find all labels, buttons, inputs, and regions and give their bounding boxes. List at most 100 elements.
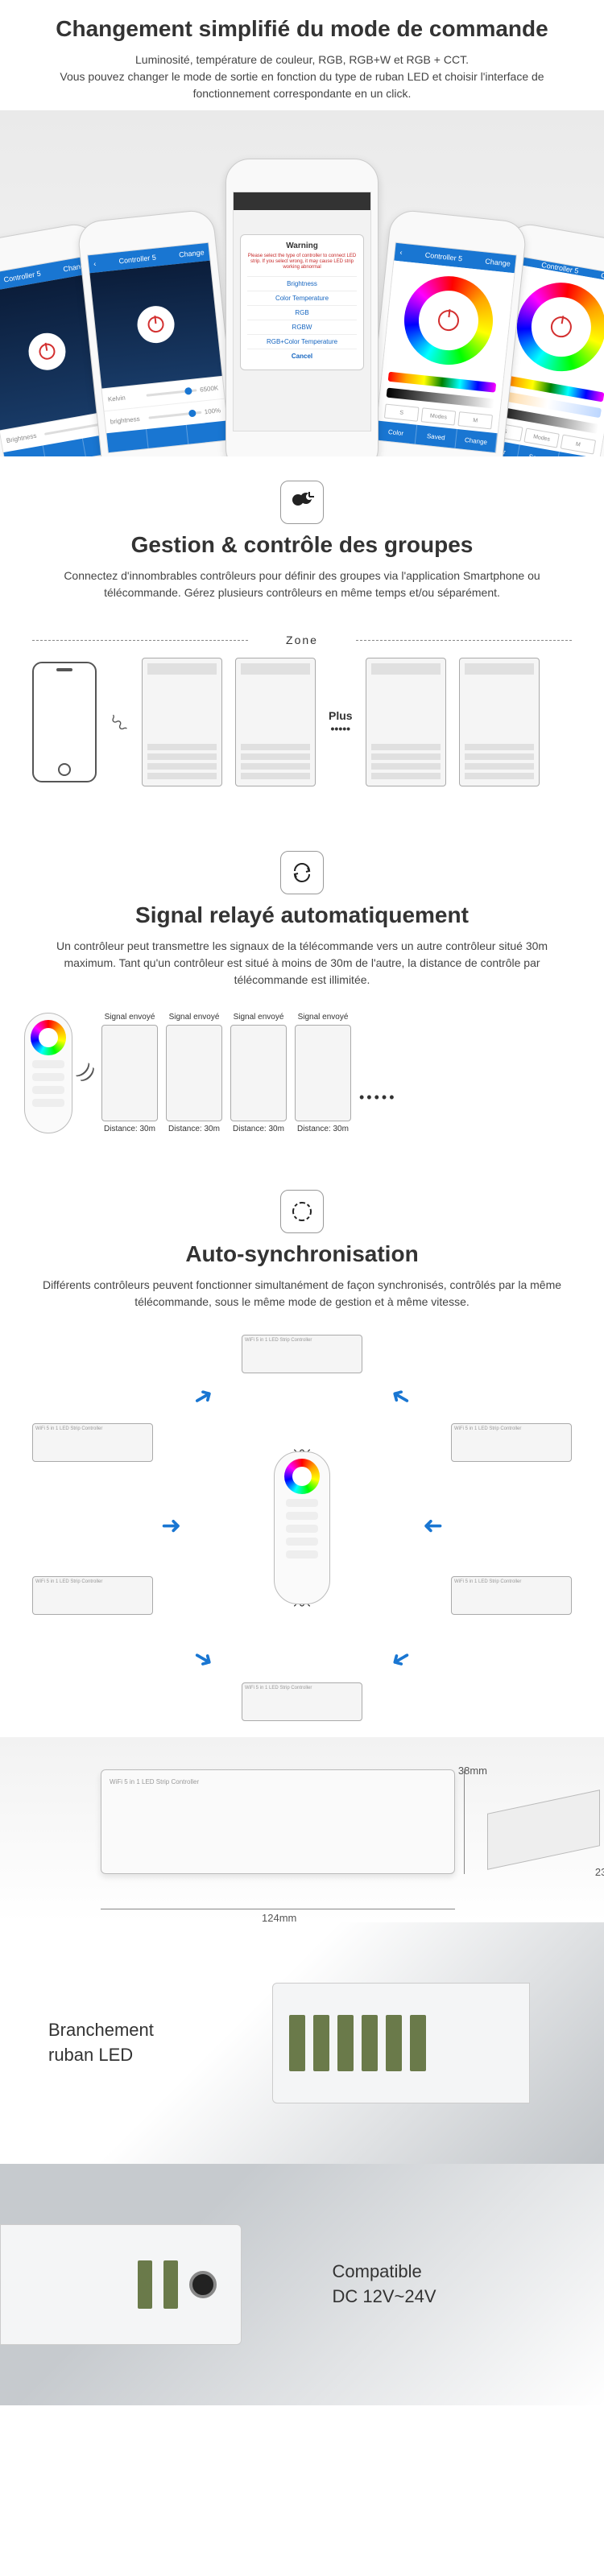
kelvin-value: 6500K bbox=[200, 384, 219, 393]
output-terminal bbox=[313, 2015, 329, 2071]
zone-label: Zone bbox=[32, 634, 572, 646]
brightness-label: Brightness bbox=[6, 431, 42, 445]
mode-modes[interactable]: Modes bbox=[421, 407, 457, 425]
back-chevron-icon[interactable]: ‹ bbox=[399, 248, 403, 256]
remote-control bbox=[24, 1013, 72, 1133]
warn-item-0[interactable]: Brightness bbox=[247, 276, 357, 291]
zone-diagram: Zone 〰 Plus ••••• bbox=[0, 609, 604, 827]
section-dimensions: WiFi 5 in 1 LED Strip Controller 124mm 3… bbox=[0, 1737, 604, 1922]
controller-box bbox=[101, 1025, 158, 1121]
controller-box bbox=[459, 658, 540, 786]
input-terminal bbox=[138, 2260, 152, 2309]
mode-modes[interactable]: Modes bbox=[523, 428, 559, 448]
tab-2[interactable] bbox=[147, 425, 188, 448]
phones-stage: ‹ Controller 5 Change Brightness bbox=[0, 110, 604, 456]
controller-box bbox=[142, 658, 222, 786]
wifi-icon: 〰 bbox=[102, 705, 136, 739]
section-dc-input: Compatible DC 12V~24V bbox=[0, 2164, 604, 2405]
ctrl-label: WiFi 5 in 1 LED Strip Controller bbox=[33, 1577, 152, 1587]
autosync-icon bbox=[280, 1190, 324, 1233]
section-led-ports: Branchement ruban LED bbox=[0, 1922, 604, 2164]
dim-width: 124mm bbox=[262, 1912, 296, 1924]
phone3-statusbar bbox=[234, 192, 370, 210]
arrow-icon: ➜ bbox=[423, 1512, 443, 1540]
arrow-icon: ➜ bbox=[161, 1512, 181, 1540]
remote-button bbox=[32, 1099, 64, 1107]
section1-header: Changement simplifié du mode de commande… bbox=[0, 0, 604, 110]
distance-label: Distance: 30m bbox=[297, 1125, 349, 1133]
tab-change[interactable]: Change bbox=[455, 429, 497, 452]
back-chevron-icon[interactable]: ‹ bbox=[93, 259, 97, 267]
remote-color-ring-icon bbox=[284, 1459, 320, 1494]
power-button[interactable] bbox=[135, 304, 176, 345]
controller-box: WiFi 5 in 1 LED Strip Controller bbox=[451, 1423, 572, 1462]
brightness2-value: 100% bbox=[204, 407, 221, 415]
topbar-title: Controller 5 bbox=[424, 251, 462, 263]
relay-unit: Signal envoyé Distance: 30m bbox=[295, 1013, 351, 1133]
device-output-side bbox=[272, 1983, 530, 2103]
arrow-icon: ➜ bbox=[385, 1380, 416, 1414]
controller-box: WiFi 5 in 1 LED Strip Controller bbox=[242, 1682, 362, 1721]
groups-icon bbox=[280, 481, 324, 524]
device-side-view bbox=[487, 1790, 600, 1870]
tab-1[interactable] bbox=[106, 429, 148, 452]
warn-cancel[interactable]: Cancel bbox=[247, 349, 357, 363]
section3-desc: Un contrôleur peut transmettre les signa… bbox=[24, 938, 580, 989]
dim-height: 38mm bbox=[458, 1765, 487, 1777]
signal-sent-label: Signal envoyé bbox=[169, 1013, 220, 1022]
topbar-change[interactable]: Change bbox=[179, 248, 205, 258]
warn-item-1[interactable]: Color Temperature bbox=[247, 291, 357, 305]
phone-2: ‹ Controller 5 Change Kelvin 6500K brigh… bbox=[77, 208, 242, 456]
ctrl-label: WiFi 5 in 1 LED Strip Controller bbox=[452, 1577, 571, 1587]
warn-item-4[interactable]: RGB+Color Temperature bbox=[247, 334, 357, 349]
tab-3[interactable] bbox=[187, 421, 229, 444]
remote-button bbox=[286, 1525, 318, 1533]
color-wheel[interactable] bbox=[510, 275, 604, 378]
remote-color-ring-icon bbox=[31, 1020, 66, 1055]
controller-box: WiFi 5 in 1 LED Strip Controller bbox=[32, 1576, 153, 1615]
tab-color[interactable]: Color bbox=[375, 421, 417, 444]
distance-label: Distance: 30m bbox=[104, 1125, 155, 1133]
controller-box bbox=[235, 658, 316, 786]
color-wheel[interactable] bbox=[400, 272, 498, 369]
mode-m[interactable]: M bbox=[561, 435, 596, 455]
relay-unit: Signal envoyé Distance: 30m bbox=[230, 1013, 287, 1133]
controller-box: WiFi 5 in 1 LED Strip Controller bbox=[451, 1576, 572, 1615]
dc-jack bbox=[189, 2271, 217, 2298]
phone2-night-bg bbox=[89, 261, 221, 389]
warning-title: Warning bbox=[247, 242, 357, 250]
power-button[interactable] bbox=[26, 330, 68, 373]
topbar-change[interactable]: Change bbox=[485, 257, 511, 267]
plus-text: Plus bbox=[329, 709, 353, 722]
controller-box bbox=[295, 1025, 351, 1121]
ctrl-label: WiFi 5 in 1 LED Strip Controller bbox=[242, 1683, 362, 1693]
remote-button bbox=[286, 1512, 318, 1520]
output-terminal bbox=[337, 2015, 354, 2071]
section4-title: Auto-synchronisation bbox=[24, 1241, 580, 1267]
power-icon bbox=[549, 315, 573, 339]
tab-saved[interactable]: Saved bbox=[416, 425, 457, 448]
output-terminal bbox=[289, 2015, 305, 2071]
dots-text: ••••• bbox=[359, 1041, 397, 1106]
relay-unit: Signal envoyé Distance: 30m bbox=[101, 1013, 158, 1133]
relay-icon bbox=[280, 851, 324, 894]
device-top-view: WiFi 5 in 1 LED Strip Controller bbox=[101, 1769, 455, 1874]
remote-button bbox=[286, 1538, 318, 1546]
mode-s[interactable]: S bbox=[384, 403, 420, 421]
warn-item-3[interactable]: RGBW bbox=[247, 320, 357, 334]
power-icon bbox=[437, 309, 461, 332]
relay-unit: Signal envoyé Distance: 30m bbox=[166, 1013, 222, 1133]
section2-desc: Connectez d'innombrables contrôleurs pou… bbox=[24, 568, 580, 601]
dimension-diagram: WiFi 5 in 1 LED Strip Controller 124mm 3… bbox=[101, 1769, 503, 1898]
output-terminal bbox=[386, 2015, 402, 2071]
section1-desc: Luminosité, température de couleur, RGB,… bbox=[24, 52, 580, 102]
mode-m[interactable]: M bbox=[457, 411, 493, 429]
topbar-title: Controller 5 bbox=[118, 254, 156, 266]
section3-title: Signal relayé automatiquement bbox=[24, 902, 580, 928]
brightness2-label: brightness bbox=[110, 415, 146, 426]
ctrl-label: WiFi 5 in 1 LED Strip Controller bbox=[33, 1424, 152, 1434]
section1-title: Changement simplifié du mode de commande bbox=[24, 16, 580, 42]
output-terminal bbox=[362, 2015, 378, 2071]
ctrl-label: WiFi 5 in 1 LED Strip Controller bbox=[101, 1770, 454, 1794]
warn-item-2[interactable]: RGB bbox=[247, 305, 357, 320]
